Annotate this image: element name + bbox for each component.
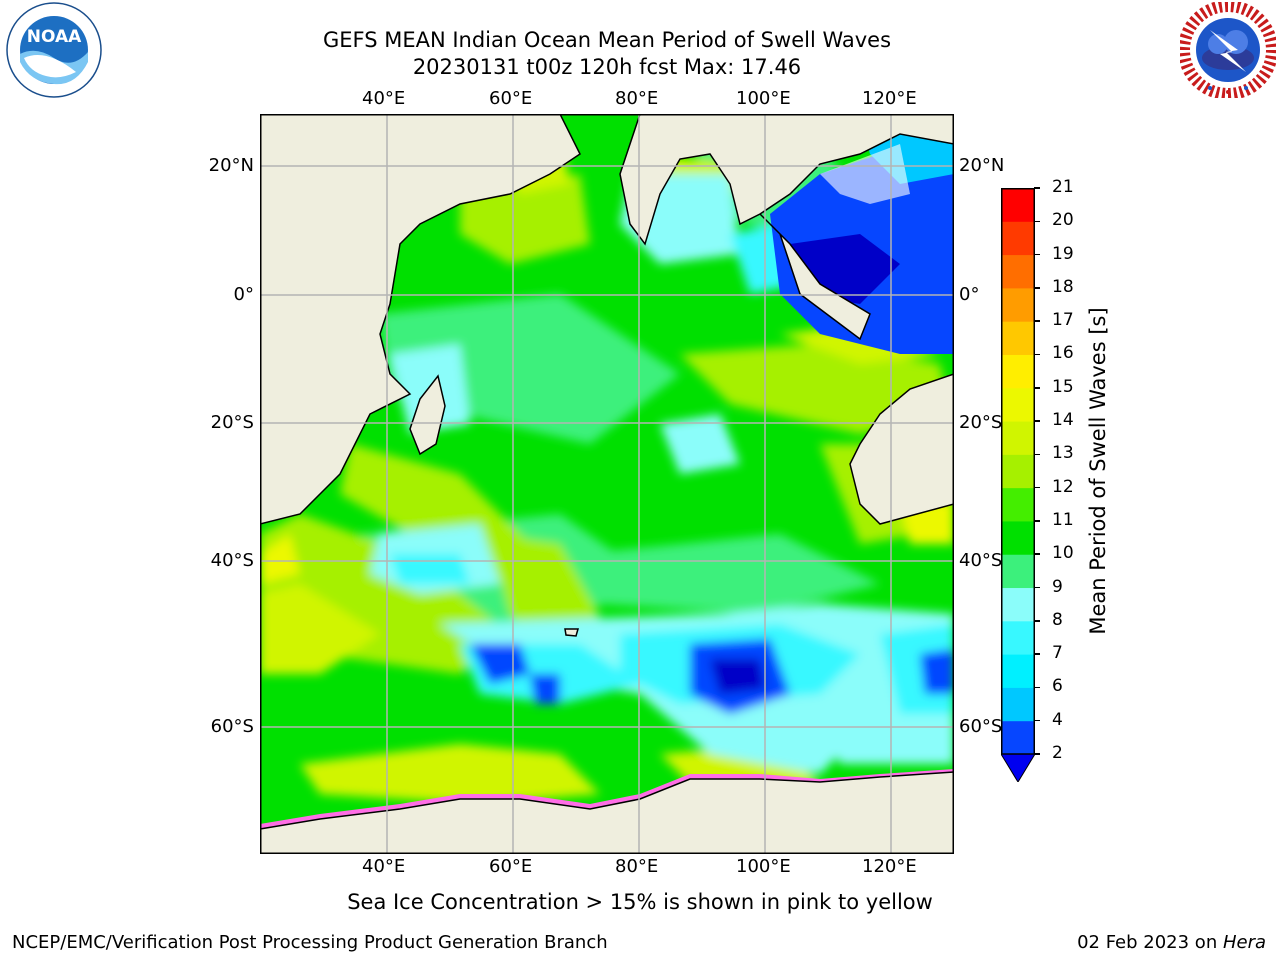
colorbar-swatch bbox=[1001, 287, 1035, 322]
colorbar-tick-mark bbox=[1034, 387, 1040, 389]
colorbar-swatch bbox=[1001, 188, 1035, 222]
lat-label-right-40s: 40°S bbox=[959, 550, 1003, 571]
lon-label-top-40e: 40°E bbox=[362, 88, 406, 109]
lat-label-left-0: 0° bbox=[233, 284, 254, 305]
colorbar-swatch bbox=[1001, 520, 1035, 555]
colorbar-swatch bbox=[1001, 254, 1035, 289]
colorbar-tick-label: 13 bbox=[1052, 443, 1074, 464]
colorbar-tick-label: 2 bbox=[1052, 743, 1063, 763]
colorbar-tick-label: 6 bbox=[1052, 676, 1063, 697]
colorbar-tick-mark bbox=[1034, 220, 1040, 223]
footer-date: 02 Feb 2023 on Hera bbox=[1077, 932, 1266, 953]
colorbar-tick-mark bbox=[1034, 253, 1040, 256]
colorbar-tick-label: 7 bbox=[1052, 643, 1063, 664]
colorbar-tick-mark bbox=[1034, 287, 1040, 289]
colorbar-tick-label: 12 bbox=[1052, 476, 1074, 497]
lon-label-top-100e: 100°E bbox=[736, 88, 791, 109]
colorbar-tick-mark bbox=[1034, 686, 1040, 689]
colorbar-tick-mark bbox=[1034, 486, 1040, 489]
colorbar bbox=[1001, 188, 1035, 782]
lon-label-top-120e: 120°E bbox=[862, 88, 917, 109]
lat-label-right-20s: 20°S bbox=[959, 412, 1003, 433]
colorbar-tick-label: 17 bbox=[1052, 310, 1074, 331]
colorbar-tick-mark bbox=[1034, 353, 1040, 356]
colorbar-swatch bbox=[1001, 487, 1035, 522]
colorbar-tick-mark bbox=[1034, 420, 1040, 422]
colorbar-tick-mark bbox=[1034, 586, 1040, 589]
lon-label-bottom-80e: 80°E bbox=[615, 856, 659, 877]
lat-label-left-40s: 40°S bbox=[210, 550, 254, 571]
colorbar-tick-mark bbox=[1034, 520, 1040, 522]
lon-label-bottom-60e: 60°E bbox=[489, 856, 533, 877]
lat-label-left-60s: 60°S bbox=[210, 716, 254, 737]
colorbar-swatch bbox=[1001, 221, 1035, 256]
map-border bbox=[260, 114, 954, 854]
lat-label-left-20s: 20°S bbox=[210, 412, 254, 433]
graticule bbox=[260, 114, 954, 854]
colorbar-swatch bbox=[1001, 687, 1035, 722]
noaa-logo-text: NOAA bbox=[27, 27, 82, 47]
lon-label-bottom-40e: 40°E bbox=[362, 856, 406, 877]
colorbar-tick-label: 11 bbox=[1052, 509, 1074, 530]
colorbar-swatch bbox=[1001, 321, 1035, 355]
colorbar-frame bbox=[1001, 188, 1035, 755]
lon-label-bottom-100e: 100°E bbox=[736, 856, 791, 877]
colorbar-tick-mark bbox=[1034, 187, 1040, 189]
colorbar-ticks: 2 4 6 7 8 9 10 11 12 13 14 15 16 17 18 19 20 21 bbox=[1034, 177, 1080, 780]
colorbar-tick-label: 4 bbox=[1052, 709, 1063, 730]
colorbar-tick-label: 16 bbox=[1052, 343, 1074, 364]
colorbar-tick-mark bbox=[1034, 553, 1040, 555]
noaa-logo: NOAA bbox=[6, 2, 102, 98]
colorbar-underflow-arrow bbox=[1001, 753, 1035, 782]
colorbar-swatch bbox=[1001, 554, 1035, 589]
lon-label-top-80e: 80°E bbox=[615, 88, 659, 109]
colorbar-tick-label: 9 bbox=[1052, 576, 1063, 597]
lon-label-top-60e: 60°E bbox=[489, 88, 533, 109]
colorbar-swatch bbox=[1001, 354, 1035, 389]
sea-ice-caption: Sea Ice Concentration > 15% is shown in … bbox=[347, 890, 933, 914]
colorbar-swatch bbox=[1001, 620, 1035, 655]
colorbar-tick-label: 15 bbox=[1052, 376, 1074, 397]
lat-label-right-0: 0° bbox=[959, 284, 980, 305]
colorbar-tick-mark bbox=[1034, 653, 1040, 655]
colorbar-swatch bbox=[1001, 454, 1035, 489]
footer-machine: Hera bbox=[1222, 932, 1266, 953]
colorbar-tick-label: 8 bbox=[1052, 609, 1063, 630]
colorbar-tick-label: 14 bbox=[1052, 410, 1074, 431]
map-title: GEFS MEAN Indian Ocean Mean Period of Sw… bbox=[322, 28, 892, 52]
lat-label-right-20n: 20°N bbox=[959, 155, 1005, 176]
colorbar-tick-label: 19 bbox=[1052, 243, 1074, 264]
colorbar-tick-mark bbox=[1034, 620, 1040, 622]
lat-label-left-20n: 20°N bbox=[208, 155, 254, 176]
footer-date-text: 02 Feb 2023 on bbox=[1077, 932, 1223, 953]
colorbar-tick-mark bbox=[1034, 320, 1040, 322]
colorbar-tick-label: 21 bbox=[1052, 177, 1074, 197]
map-frame bbox=[260, 114, 954, 854]
colorbar-tick-mark bbox=[1034, 453, 1040, 456]
colorbar-swatch bbox=[1001, 587, 1035, 622]
lat-label-right-60s: 60°S bbox=[959, 716, 1003, 737]
colorbar-tick-label: 10 bbox=[1052, 543, 1074, 564]
colorbar-tick-label: 20 bbox=[1052, 210, 1074, 231]
footer-credit: NCEP/EMC/Verification Post Processing Pr… bbox=[12, 932, 608, 953]
lon-label-bottom-120e: 120°E bbox=[862, 856, 917, 877]
colorbar-swatches bbox=[1001, 188, 1035, 782]
colorbar-swatch bbox=[1001, 387, 1035, 422]
colorbar-swatch bbox=[1001, 720, 1035, 755]
colorbar-swatch bbox=[1001, 421, 1035, 455]
colorbar-tick-mark bbox=[1034, 753, 1040, 755]
map-subtitle: 20230131 t00z 120h fcst Max: 17.46 bbox=[412, 55, 802, 79]
colorbar-swatch bbox=[1001, 654, 1035, 688]
colorbar-tick-label: 18 bbox=[1052, 276, 1074, 297]
colorbar-tick-mark bbox=[1034, 719, 1040, 722]
nws-logo bbox=[1178, 0, 1278, 100]
land-masses bbox=[260, 114, 954, 854]
colorbar-label: Mean Period of Swell Waves [s] bbox=[1086, 307, 1110, 635]
